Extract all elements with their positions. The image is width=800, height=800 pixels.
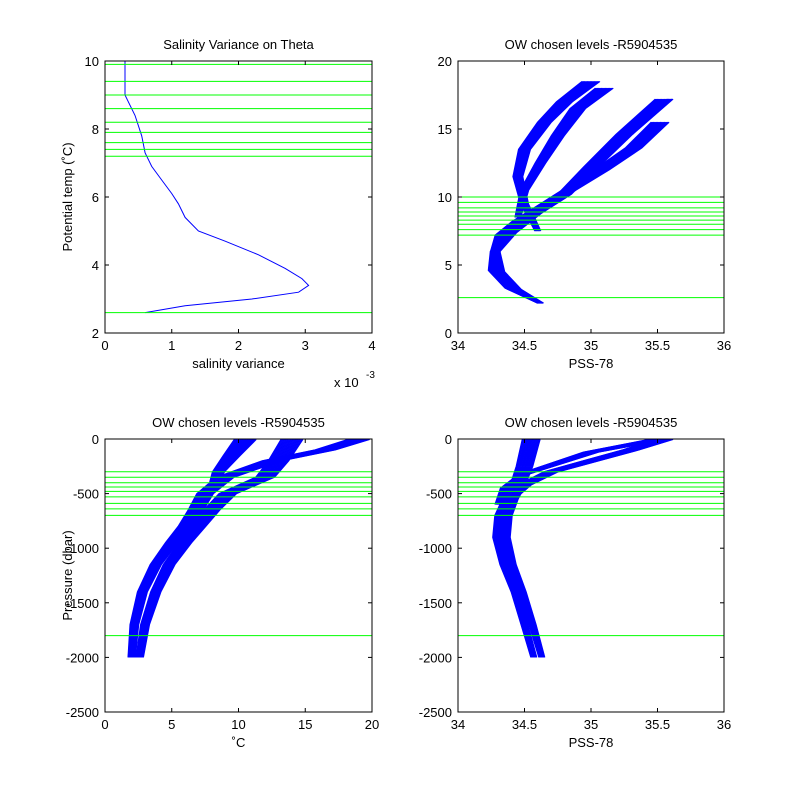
x-axis-label-1: salinity variance [192,356,285,371]
y-tick-label-2-2: 5 [445,258,452,273]
x-tick-label-4-1: 34 [451,717,465,732]
y-tick-label-2-5: 20 [438,54,452,69]
x-tick-label-4-2: 34.5 [512,717,537,732]
panel-title-4: OW chosen levels -R5904535 [505,415,678,430]
y-tick-label-3-2: -2000 [66,650,99,665]
profile-line-4-2-24 [509,439,546,658]
ticks-4: 34 34.5 35 35.5 36 -2500 -2000 -1500 -1000 -500 0 [419,432,731,732]
level-lines-4 [458,471,724,637]
series-group-2 [487,80,674,304]
y-tick-label-3-1: -2500 [66,705,99,720]
x-tick-label-3-5: 20 [365,717,379,732]
ticks-3: 0 5 10 15 20 -2500 -2000 -1500 -1000 -500 0 [66,432,379,732]
x-tick-label-1-5: 4 [368,338,375,353]
y-tick-label-2-1: 0 [445,326,452,341]
y-tick-label-4-1: -2500 [419,705,452,720]
y-tick-label-2-4: 15 [438,122,452,137]
y-tick-label-4-6: 0 [445,432,452,447]
x-tick-label-1-4: 3 [302,338,309,353]
axes-frame-1 [104,60,373,334]
x-tick-label-4-5: 36 [717,717,731,732]
x-tick-label-3-2: 5 [168,717,175,732]
y-axis-label-1: Potential temp (˚C) [60,142,75,251]
x-tick-label-2-2: 34.5 [512,338,537,353]
y-tick-label-4-4: -1000 [419,541,452,556]
series-group-4 [492,439,674,658]
x-tick-label-3-1: 0 [101,717,108,732]
x-tick-label-2-5: 36 [717,338,731,353]
y-tick-label-3-4: -1000 [66,541,99,556]
x-tick-label-3-3: 10 [231,717,245,732]
y-tick-label-3-6: 0 [92,432,99,447]
profile-line-2-4-24 [520,87,614,218]
profile-line-2-3-24 [522,80,601,232]
level-lines-1 [105,63,372,314]
x-axis-label-4: PSS-78 [569,735,614,750]
x-multiplier-1: x 10 [334,375,359,390]
x-tick-label-1-1: 0 [101,338,108,353]
y-tick-label-3-3: -1500 [66,596,99,611]
y-tick-label-4-2: -2000 [419,650,452,665]
profile-line-4-3-24 [500,439,667,505]
panel-title-1: Salinity Variance on Theta [163,37,314,52]
panel-theta-salinity: 34 34.5 35 35.5 36 0 5 10 15 20 OW chosen levels … [438,37,732,371]
ticks-2: 34 34.5 35 35.5 36 0 5 10 15 20 [438,54,732,353]
x-tick-label-2-4: 35.5 [645,338,670,353]
x-tick-label-1-2: 1 [168,338,175,353]
panel-title-2: OW chosen levels -R5904535 [505,37,678,52]
x-tick-label-1-3: 2 [235,338,242,353]
level-lines-3 [105,471,372,637]
panel-pressure-temperature: 0 5 10 15 20 -2500 -2000 -1500 -1000 -500 0 OW cho… [60,415,379,750]
panel-pressure-salinity: 34 34.5 35 35.5 36-2500-2000-1500-1000-5000 … [419,415,731,750]
x-tick-label-4-3: 35 [584,717,598,732]
y-tick-label-1-1: 2 [92,326,99,341]
y-tick-label-1-2: 4 [92,258,99,273]
axes-frame-4 [457,438,725,713]
x-tick-label-2-1: 34 [451,338,465,353]
x-axis-label-2: PSS-78 [569,356,614,371]
x-tick-label-2-3: 35 [584,338,598,353]
panel-title-3: OW chosen levels -R5904535 [152,415,325,430]
y-tick-label-2-3: 10 [438,190,452,205]
y-tick-label-1-3: 6 [92,190,99,205]
panel-salinity-variance: 0 1 2 3 4 2 4 6 8 10 Salinity Variance on Theta s… [60,37,376,390]
profile-line-1-1-1 [124,61,310,314]
y-tick-label-1-4: 8 [92,122,99,137]
profile-line-3-3-24 [215,439,257,489]
x-axis-label-3: ˚C [232,735,246,750]
y-tick-label-4-3: -1500 [419,596,452,611]
y-tick-label-3-5: -500 [73,487,99,502]
profile-line-2-2-24 [496,98,674,304]
y-axis-label-3: Pressure (dbar) [60,530,75,620]
series-group-1 [124,61,310,314]
x-multiplier-exponent-1: -3 [366,370,375,381]
y-tick-label-1-5: 10 [85,54,99,69]
x-tick-label-3-4: 15 [298,717,312,732]
x-tick-label-4-4: 35.5 [645,717,670,732]
ticks-1: 0 1 2 3 4 2 4 6 8 10 [85,54,376,353]
y-tick-label-4-5: -500 [426,487,452,502]
level-lines-2 [458,196,724,299]
